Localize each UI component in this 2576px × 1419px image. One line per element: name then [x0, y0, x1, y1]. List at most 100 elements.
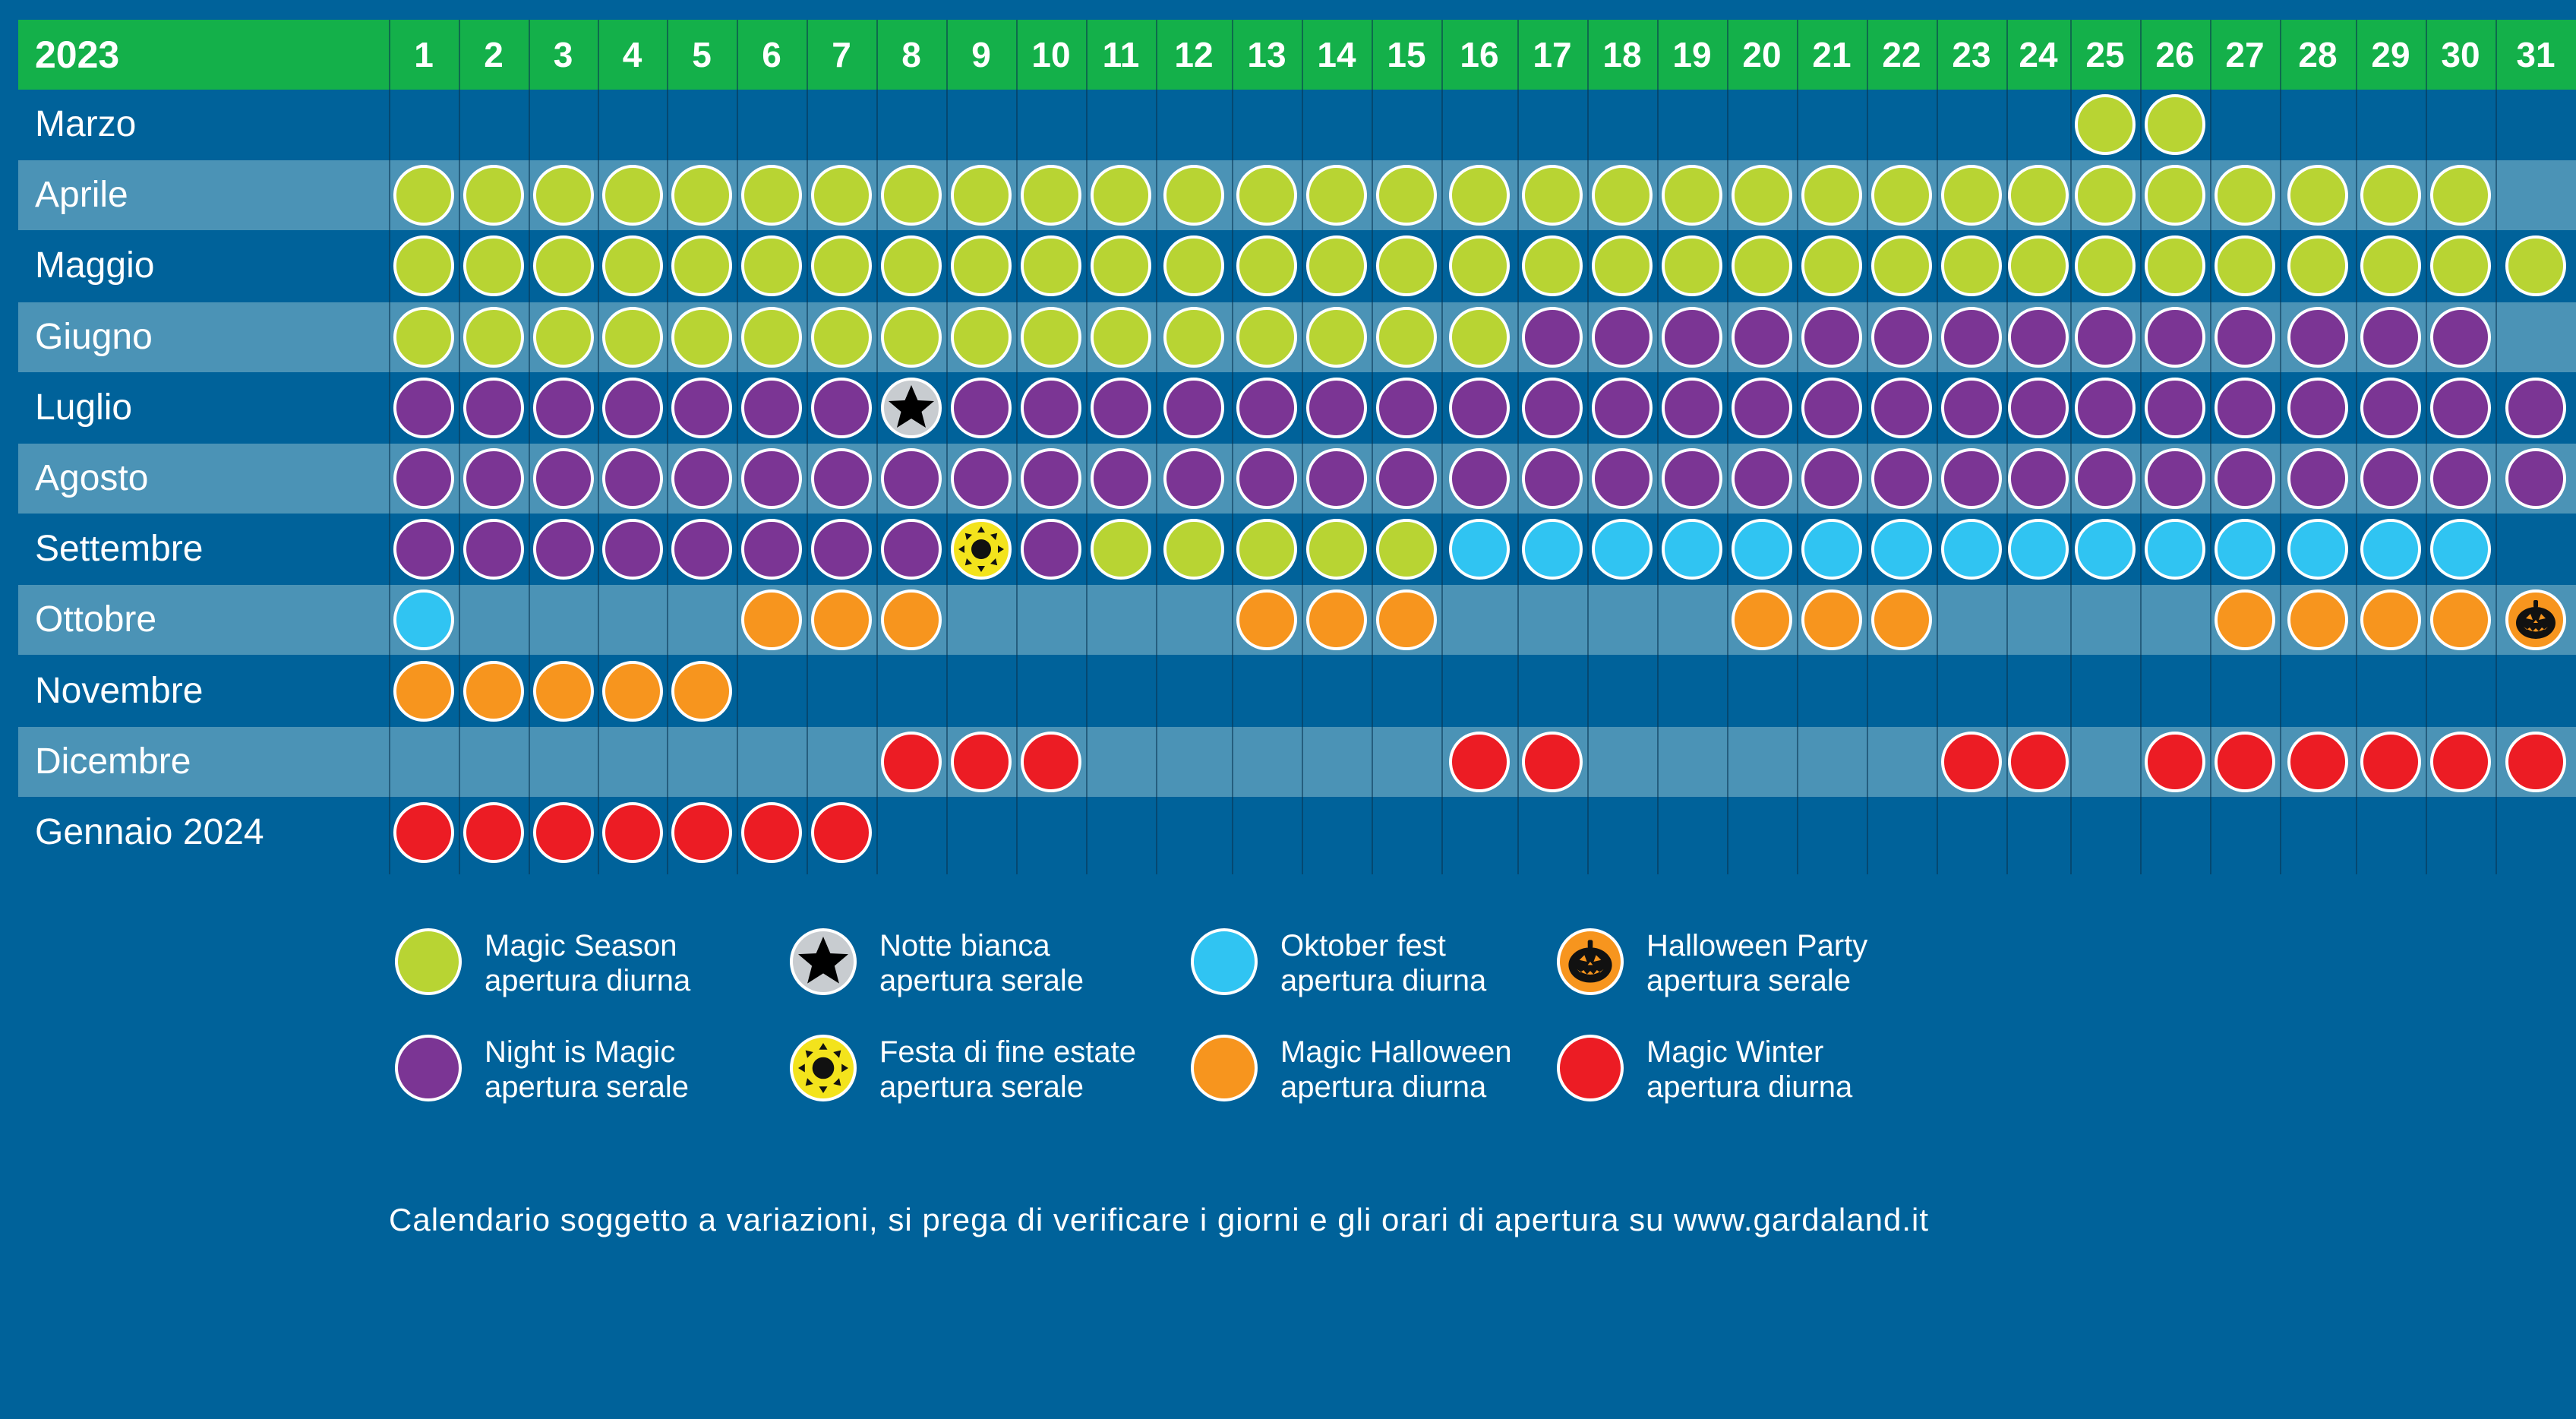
day-dot-magic-halloween	[1236, 589, 1297, 651]
day-dot-oktober-fest	[1941, 519, 2002, 580]
day-dot-night-is-magic	[2360, 377, 2421, 438]
month-label: Aprile	[35, 175, 128, 216]
day-dot-magic-season	[2287, 165, 2348, 226]
day-header: 25	[2085, 35, 2125, 74]
day-dot-magic-season	[1376, 306, 1437, 368]
day-dot-magic-winter	[2360, 731, 2421, 792]
day-dot-magic-halloween	[1376, 589, 1437, 651]
day-dot-night-is-magic	[2360, 306, 2421, 368]
day-dot-night-is-magic	[2287, 377, 2348, 438]
day-dot-night-is-magic	[1021, 519, 1081, 580]
day-dot-magic-season	[1163, 165, 1224, 226]
legend-label-line1: Night is Magic	[485, 1035, 676, 1069]
column-gridline	[2426, 20, 2427, 874]
day-header: 16	[1460, 35, 1499, 74]
day-dot-magic-winter	[1449, 731, 1510, 792]
column-gridline	[1937, 20, 1938, 874]
column-gridline	[1727, 20, 1728, 874]
day-dot-night-is-magic	[671, 377, 732, 438]
day-dot-magic-season	[1021, 165, 1081, 226]
day-dot-night-is-magic	[2145, 306, 2205, 368]
day-dot-night-is-magic	[1236, 377, 1297, 438]
column-gridline	[529, 20, 530, 874]
day-dot-magic-season	[1163, 519, 1224, 580]
day-dot-magic-halloween	[1732, 589, 1792, 651]
day-dot-magic-season	[2008, 235, 2069, 297]
day-dot-night-is-magic	[1091, 448, 1151, 509]
day-dot-night-is-magic	[2075, 306, 2136, 368]
day-dot-night-is-magic	[2287, 448, 2348, 509]
day-dot-magic-season	[2215, 165, 2275, 226]
legend-label-line2: apertura diurna	[1280, 964, 1487, 997]
column-gridline	[2356, 20, 2357, 874]
day-header: 24	[2019, 35, 2058, 74]
day-dot-magic-winter	[2215, 731, 2275, 792]
day-dot-magic-winter	[1522, 731, 1583, 792]
day-dot-magic-season	[1091, 519, 1151, 580]
legend-label: Halloween Party apertura serale	[1646, 928, 1867, 998]
legend-label-line1: Festa di fine estate	[879, 1035, 1136, 1069]
day-dot-magic-season	[2287, 235, 2348, 297]
day-dot-magic-season	[811, 165, 872, 226]
month-label: Gennaio 2024	[35, 812, 264, 852]
day-dot-magic-season	[741, 165, 802, 226]
legend-label: Magic Halloween apertura diurna	[1280, 1035, 1512, 1105]
day-header: 29	[2371, 35, 2410, 74]
legend-dot	[395, 1035, 462, 1101]
day-dot-magic-halloween	[1801, 589, 1862, 651]
day-dot-magic-season	[532, 165, 594, 226]
day-dot-night-is-magic	[741, 519, 802, 580]
column-gridline	[2140, 20, 2142, 874]
day-dot-magic-winter	[2287, 731, 2348, 792]
day-dot-night-is-magic	[1871, 377, 1932, 438]
day-header: 5	[692, 35, 712, 74]
day-dot-magic-season	[1801, 235, 1862, 297]
day-dot-magic-halloween	[2430, 589, 2491, 651]
day-dot-magic-season	[811, 306, 872, 368]
day-dot-night-is-magic	[811, 448, 872, 509]
day-dot-magic-season	[2145, 235, 2205, 297]
pumpkin-icon	[1568, 940, 1612, 983]
day-dot-magic-season	[1592, 165, 1653, 226]
column-gridline	[459, 20, 460, 874]
day-dot-night-is-magic	[463, 448, 524, 509]
day-dot-night-is-magic	[2215, 448, 2275, 509]
day-dot-magic-halloween	[2360, 589, 2421, 651]
day-dot-night-is-magic	[1732, 306, 1792, 368]
day-dot-magic-halloween	[741, 589, 802, 651]
day-dot-magic-winter	[601, 802, 663, 863]
day-dot-night-is-magic	[1732, 377, 1792, 438]
day-dot-magic-season	[532, 235, 594, 297]
day-dot-oktober-fest	[1801, 519, 1862, 580]
day-dot-night-is-magic	[1091, 377, 1151, 438]
day-dot-magic-season	[1236, 235, 1297, 297]
day-dot-magic-season	[393, 306, 454, 368]
day-dot-magic-season	[1662, 235, 1722, 297]
column-gridline	[807, 20, 808, 874]
legend-label-line2: apertura diurna	[1646, 1070, 1853, 1104]
day-header: 28	[2298, 35, 2338, 74]
day-dot-night-is-magic	[2505, 377, 2566, 438]
day-dot-magic-season	[1376, 235, 1437, 297]
column-gridline	[1086, 20, 1088, 874]
legend-label: Festa di fine estate apertura serale	[879, 1035, 1136, 1105]
day-dot-magic-season	[601, 165, 663, 226]
day-dot-magic-season	[463, 165, 524, 226]
day-dot-magic-winter	[881, 731, 942, 792]
day-dot-night-is-magic	[601, 377, 663, 438]
day-dot-night-is-magic	[2008, 377, 2069, 438]
day-dot-magic-season	[601, 235, 663, 297]
day-header: 19	[1672, 35, 1712, 74]
sun-icon	[798, 1043, 848, 1093]
day-dot-night-is-magic	[1941, 306, 2002, 368]
day-dot-magic-halloween	[2215, 589, 2275, 651]
day-dot-night-is-magic	[1376, 448, 1437, 509]
day-dot-magic-winter	[393, 802, 454, 863]
day-dot-magic-winter	[741, 802, 802, 863]
day-header: 7	[832, 35, 851, 74]
day-header: 13	[1247, 35, 1286, 74]
day-dot-magic-season	[1236, 306, 1297, 368]
day-header: 8	[901, 35, 921, 74]
column-gridline	[2496, 20, 2497, 874]
day-header: 18	[1602, 35, 1642, 74]
